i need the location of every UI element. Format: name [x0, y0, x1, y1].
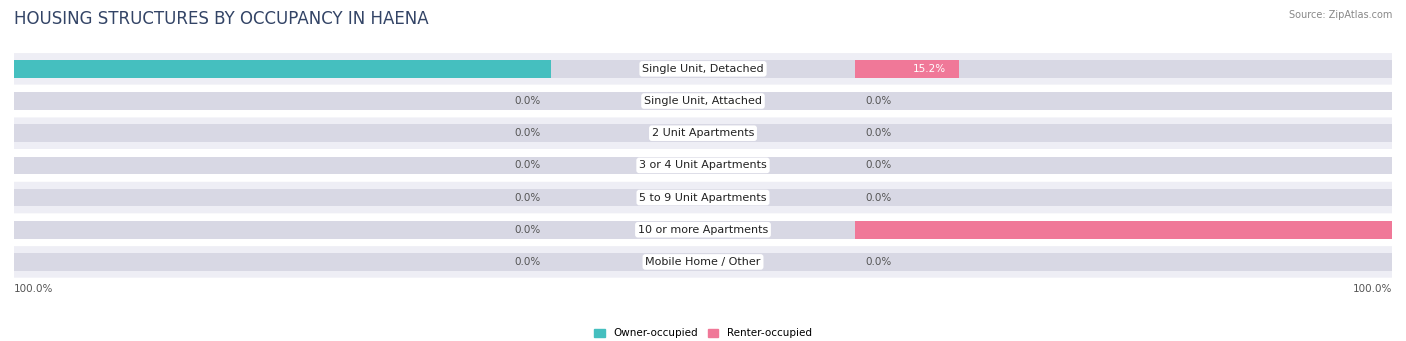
Text: HOUSING STRUCTURES BY OCCUPANCY IN HAENA: HOUSING STRUCTURES BY OCCUPANCY IN HAENA [14, 10, 429, 28]
Bar [0, 60, 551, 78]
Text: 0.0%: 0.0% [515, 160, 541, 170]
Bar [14, 124, 1392, 142]
Text: 100.0%: 100.0% [14, 284, 53, 294]
Text: 0.0%: 0.0% [515, 225, 541, 235]
Text: 0.0%: 0.0% [515, 96, 541, 106]
Text: 0.0%: 0.0% [865, 128, 891, 138]
Text: 0.0%: 0.0% [515, 128, 541, 138]
Text: 15.2%: 15.2% [912, 64, 945, 74]
Bar [855, 221, 1406, 239]
FancyBboxPatch shape [14, 182, 1392, 213]
FancyBboxPatch shape [14, 117, 1392, 149]
Text: 100.0%: 100.0% [1353, 284, 1392, 294]
Bar [14, 60, 1392, 78]
Text: 2 Unit Apartments: 2 Unit Apartments [652, 128, 754, 138]
Text: 0.0%: 0.0% [865, 96, 891, 106]
Text: 0.0%: 0.0% [515, 257, 541, 267]
Text: 84.8%: 84.8% [0, 64, 14, 74]
Text: 10 or more Apartments: 10 or more Apartments [638, 225, 768, 235]
FancyBboxPatch shape [14, 53, 1392, 85]
Text: 0.0%: 0.0% [865, 257, 891, 267]
FancyBboxPatch shape [14, 150, 1392, 181]
FancyBboxPatch shape [14, 246, 1392, 278]
Text: 0.0%: 0.0% [515, 193, 541, 203]
Bar [14, 92, 1392, 110]
Bar [14, 253, 1392, 271]
Text: 0.0%: 0.0% [865, 193, 891, 203]
Bar [14, 157, 1392, 174]
Text: Single Unit, Detached: Single Unit, Detached [643, 64, 763, 74]
Text: Source: ZipAtlas.com: Source: ZipAtlas.com [1288, 10, 1392, 20]
FancyBboxPatch shape [14, 214, 1392, 246]
Text: 0.0%: 0.0% [865, 160, 891, 170]
Bar [14, 221, 1392, 239]
FancyBboxPatch shape [14, 85, 1392, 117]
Text: 3 or 4 Unit Apartments: 3 or 4 Unit Apartments [640, 160, 766, 170]
Legend: Owner-occupied, Renter-occupied: Owner-occupied, Renter-occupied [595, 328, 811, 338]
Text: Mobile Home / Other: Mobile Home / Other [645, 257, 761, 267]
Bar [855, 60, 959, 78]
Text: 5 to 9 Unit Apartments: 5 to 9 Unit Apartments [640, 193, 766, 203]
Bar [14, 189, 1392, 206]
Text: Single Unit, Attached: Single Unit, Attached [644, 96, 762, 106]
